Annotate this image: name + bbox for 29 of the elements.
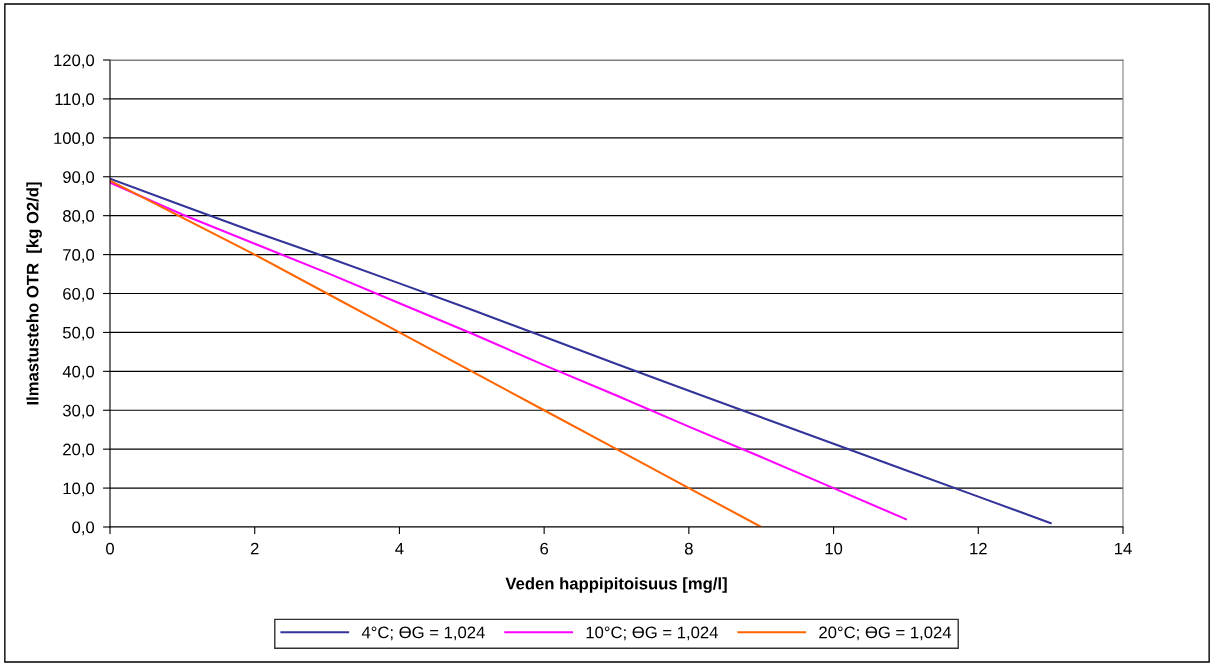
legend-label: 20°C; ϴG = 1,024 [819,626,952,641]
x-tick-label: 2 [250,542,259,555]
y-tick-label: 80,0 [63,210,95,224]
x-tick-label: 0 [106,542,114,555]
legend-label: 4°C; ϴG = 1,024 [361,626,485,641]
y-tick-label: 110,0 [55,93,95,108]
y-tick-label: 10,0 [63,482,95,497]
y-axis-title: Ilmastusteho OTR [kg O2/d] [26,182,42,405]
line-series [110,177,1052,525]
y-tick-label: 40,0 [62,365,95,380]
x-tick-label: 6 [540,542,549,555]
line-series [110,179,763,527]
y-tick-label: 20,0 [63,443,95,458]
y-tick-label: 0,0 [72,521,95,536]
x-axis-title: Veden happipitoisuus [mg/l] [505,577,727,593]
x-tick-label: 10 [825,542,843,555]
y-tick-label: 120,0 [54,54,95,69]
x-tick-label: 8 [684,542,693,555]
x-tick-label: 14 [1115,542,1132,555]
y-tick-label: 90,0 [63,171,95,185]
x-tick-label: 4 [395,542,404,555]
line-series [110,181,907,521]
y-tick-label: 30,0 [62,404,95,419]
y-tick-label: 60,0 [63,287,95,302]
legend-label: 10°C; ϴG = 1,024 [586,626,718,641]
y-tick-label: 70,0 [63,248,95,263]
x-tick-label: 12 [970,542,987,555]
y-tick-label: 50,0 [62,326,95,341]
y-tick-label: 100,0 [54,132,95,147]
